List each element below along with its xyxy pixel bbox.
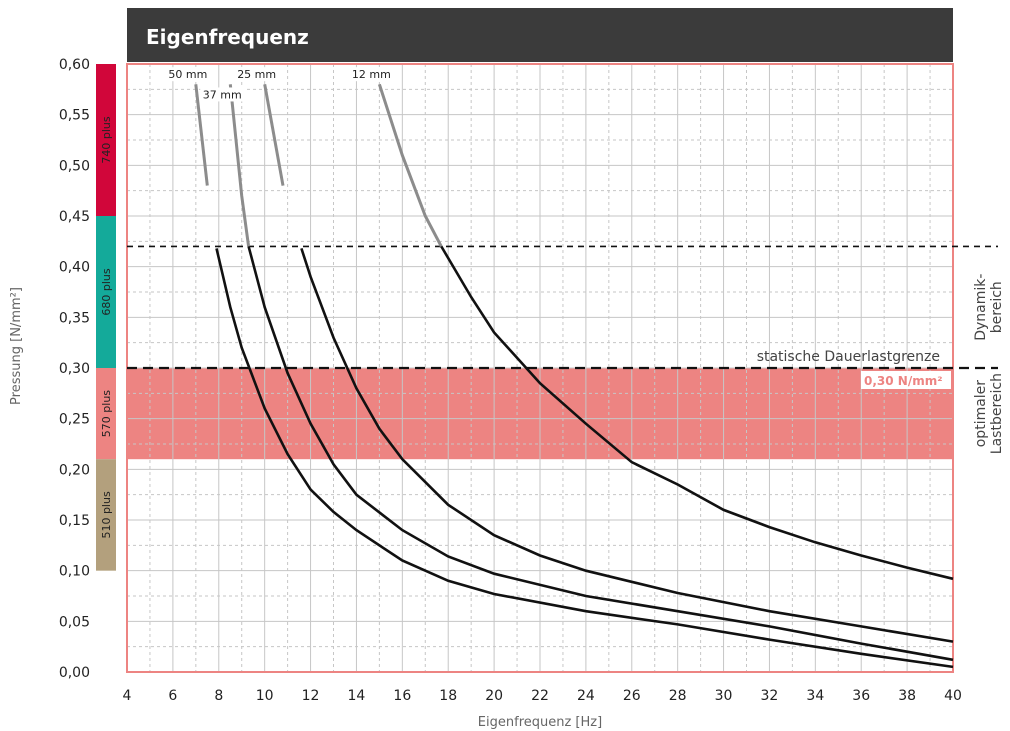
reference-lines: statische Dauerlastgrenze 0,30 N/mm² (127, 245, 998, 389)
region-label-line1: optimaler (973, 380, 989, 448)
x-tick-label: 36 (852, 688, 870, 704)
series-label: 37 mm (203, 88, 242, 101)
x-tick-label: 16 (393, 688, 411, 704)
y-tick-label: 0,60 (59, 57, 90, 73)
material-band (96, 459, 116, 571)
reference-line-label: statische Dauerlastgrenze (757, 349, 940, 365)
curve-lower (440, 245, 954, 581)
y-tick-label: 0,15 (59, 513, 90, 529)
x-tick-label: 12 (302, 688, 320, 704)
series-label-box (165, 67, 210, 82)
series-label: 25 mm (237, 68, 276, 81)
material-band-label: 680 plus (100, 268, 113, 316)
x-tick-label: 24 (577, 688, 595, 704)
y-tick-label: 0,40 (59, 260, 90, 276)
series-label: 12 mm (352, 68, 391, 81)
x-tick-label: 4 (123, 688, 132, 704)
x-tick-label: 26 (623, 688, 641, 704)
y-tick-label: 0,55 (59, 108, 90, 124)
y-tick-label: 0,45 (59, 209, 90, 225)
chart-title: Eigenfrequenz (146, 25, 309, 49)
curve-upper (263, 84, 285, 186)
x-tick-label: 28 (669, 688, 687, 704)
x-tick-label: 8 (214, 688, 223, 704)
region-label-line2: Lastbereich (989, 373, 1005, 454)
y-tick-label: 0,30 (59, 361, 90, 377)
x-tick-label: 6 (168, 688, 177, 704)
x-tick-label: 22 (531, 688, 549, 704)
x-tick-label: 40 (944, 688, 962, 704)
material-band (96, 64, 116, 216)
band-value-label: 0,30 N/mm² (864, 374, 942, 388)
curve-upper (377, 83, 443, 248)
series-label: 50 mm (168, 68, 207, 81)
x-tick-label: 38 (898, 688, 916, 704)
y-tick-label: 0,00 (59, 665, 90, 681)
series-label-box (200, 87, 245, 102)
curve-lower (300, 247, 954, 643)
material-band (96, 216, 116, 368)
x-tick-label: 32 (761, 688, 779, 704)
tick-labels: 4 6 8 10 12 14 16 18 20 22 24 26 28 30 32 34 36 38 40 0,00 0… (59, 57, 962, 704)
y-tick-label: 0,05 (59, 614, 90, 630)
y-tick-label: 0,10 (59, 564, 90, 580)
band-value-box (861, 371, 951, 389)
series-label-box (349, 67, 394, 82)
region-label-line1: Dynamik- (973, 274, 989, 341)
y-tick-label: 0,25 (59, 412, 90, 428)
y-axis-label: Pressung [N/mm²] (9, 287, 24, 405)
y-tick-label: 0,35 (59, 310, 90, 326)
material-band-label: 740 plus (100, 116, 113, 164)
curve-lower (215, 248, 954, 669)
material-band (96, 368, 116, 460)
material-band-label: 570 plus (100, 390, 113, 438)
annotations: Dynamik-bereich optimaler Lastbereich (973, 274, 1005, 455)
title-bar (127, 8, 953, 62)
series-label-box (234, 67, 279, 82)
material-bands: 740 plus 680 plus 570 plus 510 plus (96, 64, 116, 571)
x-tick-label: 30 (715, 688, 733, 704)
x-tick-label: 10 (256, 688, 274, 704)
y-tick-label: 0,20 (59, 462, 90, 478)
curves: 50 mm 37 mm 25 mm 12 mm (165, 67, 954, 669)
y-tick-label: 0,50 (59, 158, 90, 174)
curve-upper (194, 84, 209, 186)
material-band-label: 510 plus (100, 491, 113, 539)
x-tick-label: 34 (806, 688, 824, 704)
curve-lower (247, 246, 954, 662)
curve-upper (228, 84, 251, 247)
x-tick-label: 14 (348, 688, 366, 704)
x-tick-label: 20 (485, 688, 503, 704)
x-tick-label: 18 (439, 688, 457, 704)
region-label-line2: bereich (989, 281, 1005, 333)
x-axis-label: Eigenfrequenz [Hz] (478, 715, 602, 730)
